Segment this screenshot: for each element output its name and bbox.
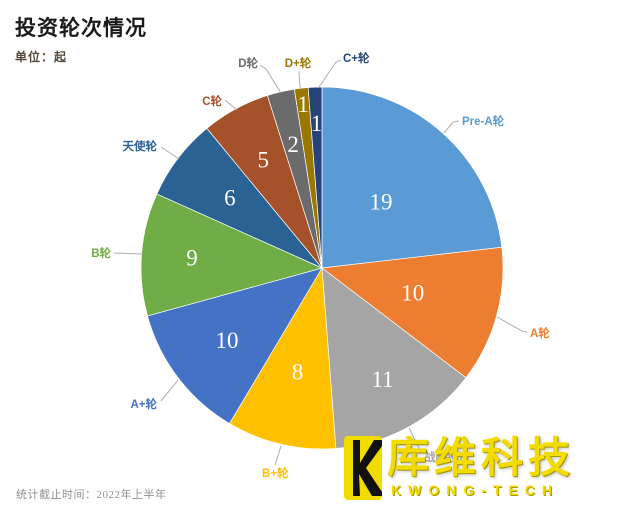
leader-line	[274, 445, 282, 466]
logo-cn-text: 库维科技	[387, 434, 576, 481]
slice-value-label: 5	[257, 147, 269, 172]
category-label-10: C+轮	[343, 51, 370, 65]
slice-value-label: 1	[297, 92, 309, 117]
leader-line	[259, 64, 282, 94]
leader-line	[160, 146, 180, 160]
category-label-8: D轮	[238, 56, 258, 70]
category-label-7: C轮	[202, 94, 222, 108]
slice-value-label: 10	[215, 328, 238, 353]
leader-line	[318, 59, 342, 88]
category-label-5: B轮	[91, 246, 111, 260]
category-label-9: D+轮	[285, 56, 312, 70]
category-label-0: Pre-A轮	[462, 114, 505, 128]
brand-logo: 库维科技 KWONG-TECH	[344, 436, 575, 500]
logo-k-icon	[344, 436, 382, 500]
leader-line	[443, 120, 460, 134]
leader-line	[160, 379, 179, 402]
slice-value-label: 10	[401, 280, 424, 305]
leader-line	[496, 316, 528, 333]
category-label-6: 天使轮	[123, 139, 158, 153]
page-title: 投资轮次情况	[15, 16, 147, 40]
slice-value-label: 9	[186, 246, 198, 271]
category-label-2: 战略投资	[424, 450, 470, 464]
unit-label: 单位：起	[15, 50, 68, 64]
pie-slice-3	[229, 266, 337, 450]
pie-slice-10	[307, 86, 323, 269]
pie-slice-1	[321, 246, 504, 379]
slice-value-label: 6	[224, 185, 236, 210]
footer-note: 统计截止时间：2022年上半年	[16, 489, 167, 501]
leader-line	[298, 70, 301, 89]
slice-value-label: 2	[287, 132, 299, 157]
category-label-3: B+轮	[262, 466, 289, 480]
leader-line	[224, 99, 238, 111]
category-label-1: A轮	[530, 326, 550, 340]
leader-line	[113, 252, 144, 255]
slice-value-label: 19	[370, 189, 393, 214]
slice-value-label: 8	[292, 359, 304, 384]
category-label-4: A+轮	[130, 397, 157, 411]
slice-value-label: 11	[371, 367, 393, 392]
pie-slice-0	[321, 86, 503, 269]
leader-line	[408, 427, 422, 453]
pie-slice-4	[147, 267, 323, 425]
slice-value-label: 1	[311, 111, 323, 136]
logo-en-text: KWONG-TECH	[391, 482, 559, 498]
